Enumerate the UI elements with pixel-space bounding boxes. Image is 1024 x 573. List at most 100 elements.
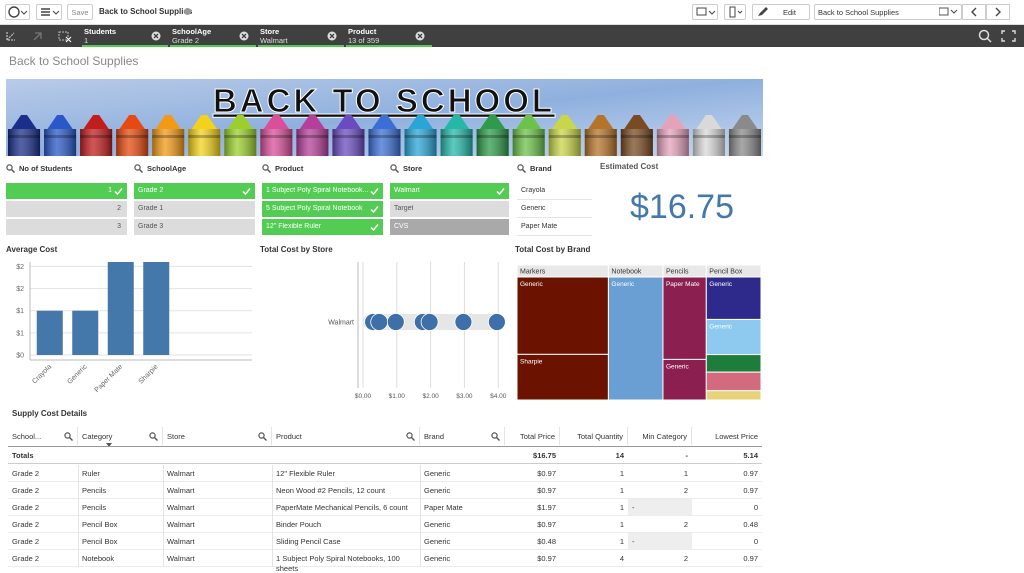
selection-field: SchoolAge [172,27,212,36]
search-icon-lens [406,432,413,439]
crayon-band [260,135,293,138]
crayon-tip [730,115,759,131]
search-icon-handle [395,169,399,173]
column-header[interactable]: Total Price [505,427,560,445]
column-divider [78,465,79,482]
column-header[interactable]: Lowest Price [692,427,762,445]
selection-chip[interactable]: Store Walmart [258,25,344,47]
totals-cell: 14 [615,451,624,460]
sort-arrow [106,443,112,447]
filter-title: Store [403,164,423,173]
treemap-cell [705,390,762,401]
treemap-cell-label: Generic [611,281,635,288]
selection-chip[interactable]: Students 1 [82,25,168,47]
edit-button[interactable]: Edit [752,4,810,20]
table-row[interactable]: Grade 2 Pencil Box Walmart Binder Pouch Gene… [8,516,762,533]
toolbar: Save Back to School Supplies Edit Back t… [0,0,1024,25]
filter-item[interactable]: Grade 3 [134,219,255,236]
filter-item[interactable]: Grade 1 [134,201,255,218]
table-cell: 1 Subject Poly Spiral Notebooks, 100 she… [276,554,400,573]
save-button[interactable]: Save [67,4,93,20]
table-cell: 1 [619,503,624,512]
crayon-band [548,135,581,138]
clear-selection[interactable] [327,31,337,41]
table-row[interactable]: Grade 2 Notebook Walmart 1 Subject Poly Spi… [8,550,762,573]
column-header[interactable]: Store [163,427,272,445]
column-header-label: Brand [424,432,445,441]
table-cell: 0.97 [743,554,758,563]
column-header[interactable]: Category [78,427,163,447]
column-header-label: Lowest Price [715,432,758,441]
filter-item-label: Paper Mate [521,223,558,230]
filter-item[interactable]: Crayola [517,183,592,200]
table-row[interactable]: Grade 2 Pencil Box Walmart Sliding Pencil C… [8,533,762,550]
table-row[interactable]: Grade 2 Ruler Walmart 12" Flexible Ruler Gen… [8,465,762,482]
search-tools[interactable] [978,29,1018,43]
crayon-tip [514,115,543,131]
prev-icon [971,7,977,17]
filter-item[interactable]: 2 [6,201,127,218]
selection-tools[interactable] [4,29,76,43]
sheet-selector[interactable]: Back to School Supplies [814,4,962,20]
filter-item[interactable]: Paper Mate [517,219,592,236]
nav-button[interactable] [5,4,30,20]
column-header[interactable]: School... [8,427,78,445]
column-divider [78,550,79,567]
search-icon-lens [149,432,156,439]
table-cell: Generic [424,554,451,563]
crayon-tip [298,115,327,131]
column-header-label: Total Quantity [577,432,623,441]
treemap-cell [516,276,609,355]
info-icon[interactable] [184,8,191,15]
search-icon-lens [491,432,498,439]
column-header-label: Category [82,432,113,441]
search-icon-lens [134,164,141,171]
filter-item[interactable]: CVS [390,219,509,236]
table-cell: 0 [753,503,758,512]
list-button[interactable] [36,4,62,20]
selections-bar: Students 1 SchoolAge Grade 2 Store Walmart Pro… [0,25,1024,47]
table-cell: Generic [424,469,451,478]
next-sheet[interactable] [986,4,1010,20]
filter-item[interactable]: 1 Subject Poly Spiral Notebook... [262,183,383,200]
filter-item[interactable]: Target [390,201,509,218]
table-row[interactable]: Grade 2 Pencils Walmart Neon Wood #2 Pencil… [8,482,762,499]
treemap-group-label: Markers [520,269,546,276]
column-header[interactable]: Brand [420,427,505,445]
filter-item[interactable]: Generic [517,201,592,218]
dot [487,313,506,331]
clear-selection[interactable] [151,31,161,41]
crayon-shade [656,129,689,156]
selection-chip[interactable]: Product 13 of 359 [346,25,432,47]
filter-item[interactable]: Walmart [390,183,509,200]
table-cell: Generic [424,520,451,529]
clear-selection[interactable] [239,31,249,41]
filter-item[interactable]: 12" Flexible Ruler [262,219,383,236]
table-cell: PaperMate Mechanical Pencils, 6 count [276,503,408,512]
table-cell: Pencil Box [82,537,118,546]
table-cell: $0.97 [537,520,556,529]
column-header[interactable]: Total Quantity [560,427,628,445]
table-row[interactable]: Grade 2 Pencils Walmart PaperMate Mechanica… [8,499,762,516]
filter-item[interactable]: 3 [6,219,127,236]
column-header[interactable]: Product [272,427,420,445]
filter-item[interactable]: 1 [6,183,127,200]
crayon-band [440,135,473,138]
column-divider [78,482,79,499]
check-path [496,188,505,196]
insights-button[interactable] [692,4,718,20]
filter-item[interactable]: Grade 2 [134,183,255,200]
device-button[interactable] [724,4,746,20]
column-header[interactable]: Min Category [628,427,692,445]
clear-selection[interactable] [415,31,425,41]
crayon-tip [10,115,39,131]
dot [370,313,389,331]
filter-item[interactable]: 5 Subject Poly Spiral Notebook [262,201,383,218]
search-icon [390,164,399,173]
selection-chip[interactable]: SchoolAge Grade 2 [170,25,256,47]
crayon-band [332,135,365,138]
dot [454,313,473,331]
prev-sheet[interactable] [962,4,986,20]
column-divider [420,499,421,516]
table-cell: Grade 2 [12,503,40,512]
